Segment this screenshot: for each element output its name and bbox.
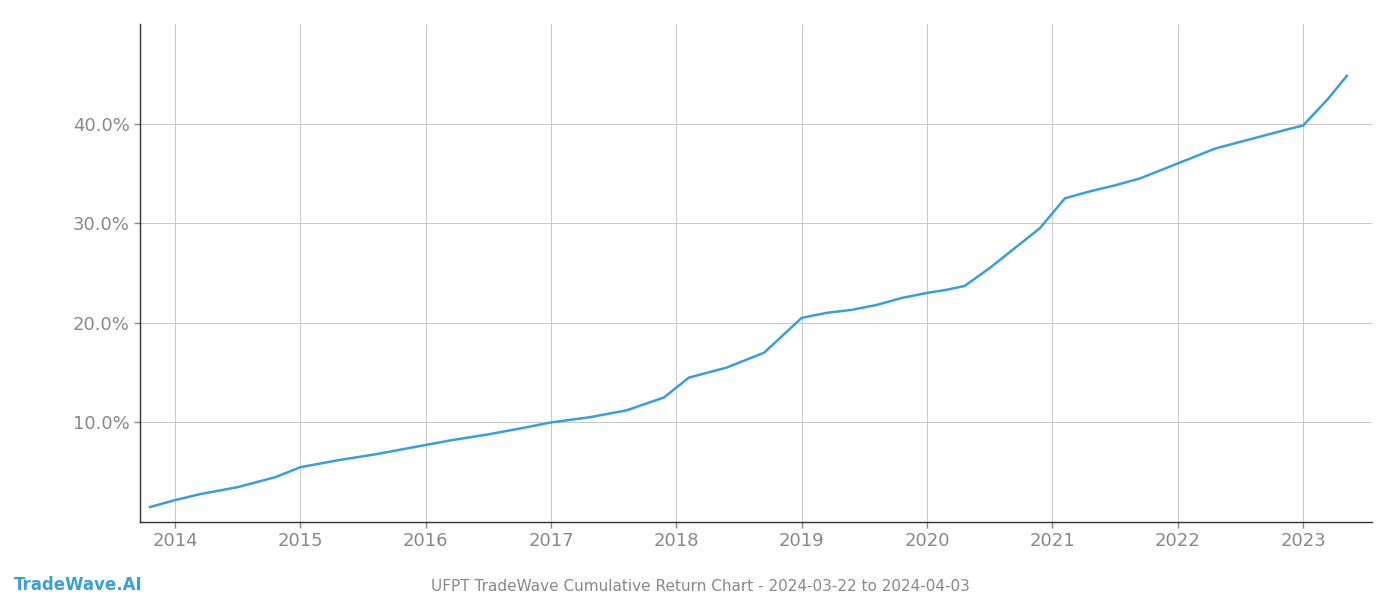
- Text: TradeWave.AI: TradeWave.AI: [14, 576, 143, 594]
- Text: UFPT TradeWave Cumulative Return Chart - 2024-03-22 to 2024-04-03: UFPT TradeWave Cumulative Return Chart -…: [431, 579, 969, 594]
